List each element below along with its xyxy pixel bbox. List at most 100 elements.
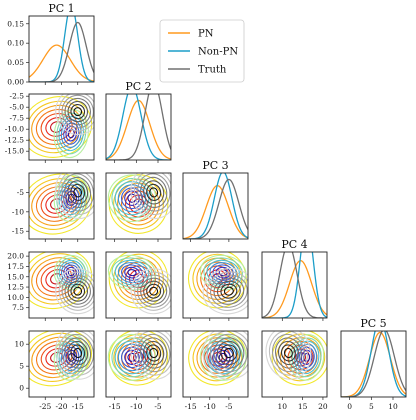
contour-truth [130, 331, 171, 380]
contour-truth [133, 173, 171, 216]
density-pn-pc3 [183, 184, 248, 239]
panel-2-1 [105, 172, 172, 242]
panel-frame [182, 330, 249, 398]
x-tick-label: -15 [185, 402, 197, 411]
contour-truth [61, 274, 94, 308]
x-tick-label: -20 [55, 402, 67, 411]
contour-truth [61, 173, 94, 212]
contour-truth [271, 333, 305, 373]
y-tick-label: 0.15 [7, 19, 24, 28]
contour-truth [280, 344, 296, 362]
contour-truth [146, 183, 162, 201]
panel-3-2 [182, 251, 249, 321]
contour-truth [134, 271, 171, 311]
panel-0-0: PC 1 0.00 0.05 0.10 0.15 [7, 2, 95, 87]
legend-label: Truth [198, 65, 227, 76]
y-tick-label: 0.10 [7, 39, 24, 48]
contour-truth [73, 187, 83, 198]
y-tick-label: -5.0 [10, 103, 25, 112]
panel-4-3: 10 15 20 [261, 330, 328, 411]
contour-pn [29, 332, 87, 382]
y-tick-label: 10.0 [7, 293, 24, 302]
panel-2-0: -5 -10 -15 [12, 172, 95, 242]
contour-truth [64, 337, 92, 369]
legend-label: PN [198, 29, 214, 40]
contour-truth [140, 337, 168, 369]
contour-pn [40, 113, 73, 141]
contour-non-pn [124, 349, 140, 365]
contour-truth [140, 277, 168, 305]
y-tick-label: 20.0 [7, 252, 24, 261]
contour-non-pn [127, 352, 137, 362]
panel-frame [105, 93, 172, 161]
contour-truth [73, 347, 83, 359]
panel-1-1: PC 2 [105, 80, 172, 163]
contour-truth [61, 333, 94, 373]
contour-non-pn [218, 352, 228, 362]
contour-pn [125, 265, 152, 293]
contour-truth [277, 340, 299, 366]
panel-frame [182, 251, 249, 319]
y-tick-label: -10 [12, 207, 24, 216]
x-tick-label: -10 [130, 402, 142, 411]
contour-truth [216, 280, 241, 302]
contour-non-pn [127, 269, 137, 277]
contour-pn [40, 344, 73, 371]
x-tick-label: -5 [154, 402, 162, 411]
y-tick-label: -5 [17, 188, 25, 197]
panel-title-pc5: PC 5 [360, 317, 386, 330]
panel-4-2: -15 -10 -5 [182, 330, 249, 411]
panels: PC 1 0.00 0.05 0.10 0.15 -2.5 -5.0 -7.5 -10.0 -12… [5, 2, 407, 411]
contour-non-pn [117, 262, 147, 284]
panel-4-0: 10 5 0 -25 -20 -15 [14, 330, 95, 411]
y-tick-label: 7.5 [12, 303, 24, 312]
contour-pn [29, 252, 93, 310]
contour-pn [113, 178, 164, 230]
contour-truth [143, 280, 165, 302]
contour-truth [67, 280, 89, 302]
panel-title-pc2: PC 2 [125, 80, 151, 93]
y-tick-label: -7.5 [10, 114, 25, 123]
contour-truth [216, 340, 241, 366]
contour-non-pn [117, 184, 147, 213]
contour-truth [130, 268, 171, 315]
contour-non-pn [114, 181, 150, 216]
contour-truth [223, 347, 234, 359]
contour-truth [213, 277, 245, 305]
contour-truth [283, 347, 293, 359]
contour-truth [70, 104, 86, 120]
y-tick-label: 12.5 [7, 283, 24, 292]
density-non-pn-pc2 [106, 94, 171, 160]
contour-truth [55, 94, 94, 135]
contour-truth [70, 183, 86, 201]
panel-frame [182, 172, 249, 240]
y-tick-label: 0 [19, 384, 24, 393]
density-truth-pc1 [29, 21, 94, 82]
x-tick-label: 10 [388, 402, 398, 411]
panel-2-2: PC 3 [182, 159, 249, 242]
panel-3-0: 20.017.515.0 12.510.07.5 [7, 251, 95, 321]
contour-truth [67, 100, 89, 123]
y-tick-label: 0.05 [7, 58, 24, 67]
contour-truth [143, 180, 165, 205]
contour-truth [73, 286, 83, 296]
contour-non-pn [53, 174, 89, 222]
contour-truth [202, 267, 248, 315]
x-tick-label: 10 [278, 402, 288, 411]
contour-non-pn [114, 340, 150, 375]
contour-truth [220, 283, 238, 299]
contour-truth [64, 176, 92, 209]
contour-pn [279, 337, 322, 378]
contour-pn [40, 265, 73, 293]
legend-box [159, 19, 245, 83]
contour-truth [70, 283, 86, 299]
y-tick-label: 0.00 [7, 78, 24, 87]
panel-1-0: -2.5 -5.0 -7.5 -10.0 -12.5 -15.0 [5, 92, 95, 163]
contour-truth [274, 337, 302, 369]
panel-frame [340, 330, 407, 398]
y-tick-label: -15 [12, 227, 24, 236]
panel-frame [105, 172, 172, 240]
contour-truth [146, 344, 162, 362]
density-pn-pc4 [262, 260, 327, 318]
contour-truth [55, 268, 94, 315]
